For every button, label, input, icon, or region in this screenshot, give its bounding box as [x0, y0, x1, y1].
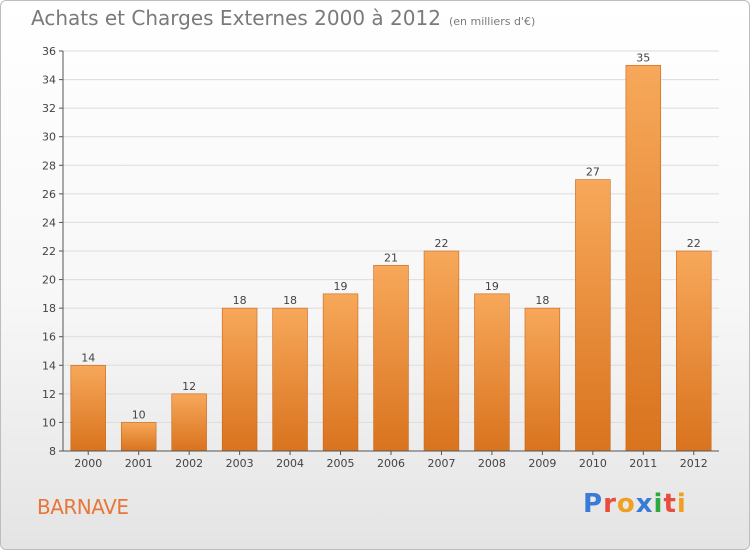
bar-2005: [322, 293, 359, 452]
bars: 14 10 12 18 18 19 21 22 19 18 27 35 22: [70, 51, 712, 452]
y-tick-label: 26: [42, 188, 56, 201]
bar-2007: [423, 250, 460, 452]
y-tick-label: 12: [42, 388, 56, 401]
logo-letter: i: [676, 489, 687, 519]
chart-title-text: Achats et Charges Externes 2000 à 2012: [31, 6, 441, 30]
x-tick-label: 2003: [226, 457, 254, 470]
bar-2002: [171, 393, 207, 452]
bar-value-label: 22: [434, 237, 448, 250]
y-tick-label: 8: [49, 445, 56, 458]
logo-letter: t: [663, 489, 677, 519]
logo-letter: o: [616, 489, 636, 519]
y-tick-label: 24: [42, 216, 56, 229]
bar-2000: [70, 364, 106, 452]
x-tick-label: 2005: [327, 457, 355, 470]
bar-2011: [625, 64, 662, 452]
logo-letter: r: [603, 489, 617, 519]
bar-value-label: 27: [586, 166, 600, 179]
bar-2001: [120, 422, 157, 452]
x-tick-label: 2002: [175, 457, 203, 470]
x-tick-label: 2000: [74, 457, 102, 470]
x-tick-label: 2009: [528, 457, 556, 470]
logo-letter: x: [635, 489, 654, 519]
x-tick-label: 2001: [125, 457, 153, 470]
y-tick-label: 18: [42, 302, 56, 315]
y-tick-label: 16: [42, 331, 56, 344]
bar-value-label: 14: [81, 351, 95, 364]
y-tick-label: 28: [42, 159, 56, 172]
bar-2012: [676, 250, 712, 452]
proxiti-logo[interactable]: Proxiti: [583, 489, 687, 519]
x-tick-label: 2010: [579, 457, 607, 470]
x-tick-label: 2012: [680, 457, 708, 470]
bar-value-label: 22: [687, 237, 701, 250]
x-tick-label: 2008: [478, 457, 506, 470]
bar-2003: [221, 307, 258, 452]
bar-value-label: 35: [636, 51, 650, 64]
commune-name: BARNAVE: [37, 495, 129, 519]
y-tick-label: 20: [42, 274, 56, 287]
y-tick-label: 32: [42, 102, 56, 115]
logo-letter: i: [653, 489, 664, 519]
bar-value-label: 10: [132, 408, 146, 421]
bar-value-label: 19: [334, 280, 348, 293]
bar-2004: [272, 307, 308, 452]
bar-2010: [575, 179, 611, 452]
x-tick-label: 2004: [276, 457, 304, 470]
chart-title: Achats et Charges Externes 2000 à 2012 (e…: [31, 6, 535, 30]
x-tick-label: 2011: [629, 457, 657, 470]
bar-2009: [524, 307, 561, 452]
x-tick-label: 2007: [427, 457, 455, 470]
bar-value-label: 21: [384, 251, 398, 264]
x-tick-label: 2006: [377, 457, 405, 470]
y-tick-label: 30: [42, 131, 56, 144]
y-tick-label: 14: [42, 359, 56, 372]
bar-2008: [474, 293, 510, 452]
bar-value-label: 19: [485, 280, 499, 293]
y-tick-label: 22: [42, 245, 56, 258]
bar-2006: [373, 264, 409, 452]
y-tick-label: 34: [42, 74, 56, 87]
bar-value-label: 12: [182, 380, 196, 393]
logo-letter: P: [583, 489, 604, 519]
axes: 8 10 12 14 16 18 20 22 24 26 28 30 32 34 36 2000 2001 200…: [42, 45, 719, 470]
y-tick-label: 10: [42, 416, 56, 429]
chart-unit-note: (en milliers d'€): [448, 15, 536, 28]
bar-value-label: 18: [535, 294, 549, 307]
bar-value-label: 18: [283, 294, 297, 307]
y-tick-label: 36: [42, 45, 56, 58]
bar-value-label: 18: [233, 294, 247, 307]
